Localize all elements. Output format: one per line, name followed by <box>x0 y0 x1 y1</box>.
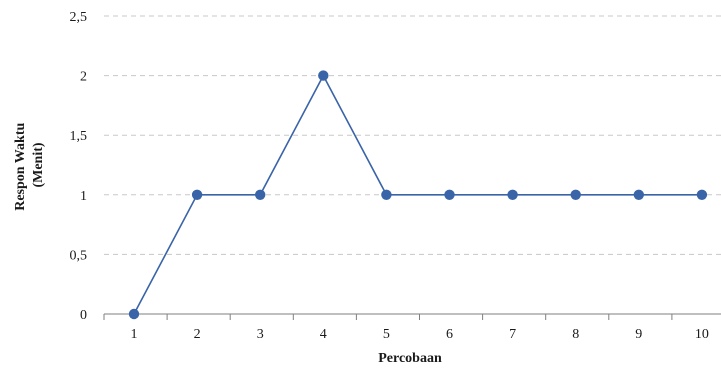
y-tick-label: 1,5 <box>70 129 88 144</box>
data-point <box>696 189 708 200</box>
data-point <box>128 308 140 320</box>
data-point <box>255 189 266 200</box>
x-tick-label: 1 <box>131 327 138 342</box>
data-point <box>318 70 329 81</box>
data-point <box>633 189 644 200</box>
axis-layer <box>103 313 721 320</box>
y-tick-label: 0 <box>80 308 87 323</box>
y-axis-title-line-1: Respon Waktu <box>13 123 28 211</box>
x-tick-label: 7 <box>509 327 516 342</box>
data-point <box>191 189 203 200</box>
series-line <box>133 73 702 315</box>
x-tick-label: 5 <box>383 327 390 342</box>
y-tick-label: 2,5 <box>70 10 88 25</box>
y-axis-title-line-2: (Menit) <box>31 142 46 187</box>
x-tick-label: 4 <box>320 327 327 342</box>
label-layer: Percobaan Respon Waktu (Menit) 0 0,5 1 1,5 2… <box>13 10 709 366</box>
data-point <box>381 189 392 200</box>
series-layer <box>128 70 708 320</box>
x-tick-label: 8 <box>572 327 579 342</box>
x-tick-label: 3 <box>257 327 264 342</box>
x-tick-label: 10 <box>695 327 709 342</box>
x-axis-title: Percobaan <box>378 351 442 366</box>
data-point <box>444 189 455 200</box>
data-point <box>507 189 518 200</box>
y-tick-label: 2 <box>80 70 87 85</box>
x-tick-label: 2 <box>194 327 201 342</box>
grid-layer <box>104 15 721 255</box>
x-tick-label: 9 <box>635 327 642 342</box>
y-axis-title: Respon Waktu (Menit) <box>13 119 46 211</box>
data-point <box>570 189 581 200</box>
y-tick-label: 0,5 <box>70 248 88 263</box>
x-tick-label: 6 <box>446 327 453 342</box>
y-tick-label: 1 <box>80 189 87 204</box>
